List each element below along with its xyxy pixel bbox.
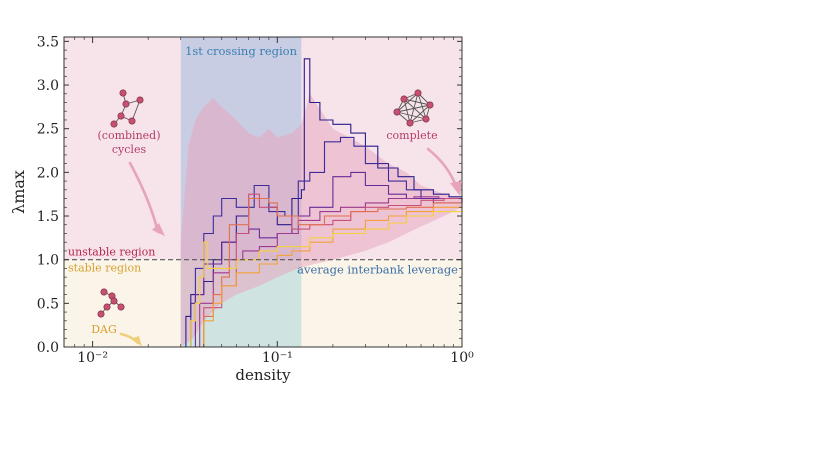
y-tick-label: 2.0 (37, 165, 59, 181)
graph-edge (403, 98, 431, 106)
graph-node (110, 120, 118, 128)
cycles-graph-icon (110, 89, 144, 128)
cycles-arrow-head (152, 223, 165, 236)
x-axis-label: density (235, 366, 291, 384)
series-line-1 (183, 58, 463, 348)
complete-graph-icon (393, 89, 434, 127)
graph-node (122, 100, 130, 108)
plot-frame (63, 36, 463, 348)
graph-node (119, 89, 127, 97)
dag-arrow (119, 332, 140, 345)
graph-node (100, 288, 108, 296)
series-lines (183, 58, 463, 348)
cycles-annotation-line1: (combined) (98, 129, 161, 142)
spread-band-area (180, 93, 462, 347)
annotation-arrows (119, 147, 462, 347)
x-tick-label: 10⁰ (450, 350, 474, 366)
graph-node (422, 115, 430, 123)
graph-node (426, 101, 434, 109)
spread-band (180, 93, 462, 347)
graph-edge (396, 111, 427, 120)
y-tick-label: 1.5 (37, 209, 59, 225)
dag-annotation: DAG (91, 323, 117, 336)
graph-edge (396, 104, 431, 113)
graph-edge (417, 92, 427, 120)
threshold-label: average interbank leverage (297, 263, 458, 277)
dag-arrow-head (133, 336, 142, 347)
series-line-7 (197, 202, 463, 348)
axis-ticks: 0.0 0.5 1.0 1.5 2.0 2.5 3.0 3.5 10⁻² 10⁻¹ 10⁰ (37, 34, 474, 366)
stable-region-label: stable region (68, 262, 141, 275)
complete-arrow-head (450, 181, 462, 196)
graph-node (393, 108, 401, 116)
y-tick-label: 2.5 (37, 122, 59, 138)
y-axis-label: λmax (9, 170, 28, 214)
crossing-region-label: 1st crossing region (185, 44, 298, 58)
graph-edge (409, 104, 431, 124)
plot-border (63, 36, 463, 348)
x-tick-label: 10⁻² (77, 350, 108, 366)
graph-node (103, 303, 111, 311)
graph-node (117, 303, 125, 311)
y-tick-label: 1.0 (37, 253, 59, 269)
graph-node (136, 96, 144, 104)
unstable-region-label: unstable region (68, 246, 155, 259)
graph-edge (396, 92, 419, 113)
series-line-2 (185, 136, 463, 348)
graph-node (400, 95, 408, 103)
y-tick-label: 0.5 (37, 296, 59, 312)
graph-edge (131, 99, 141, 122)
graph-node (128, 117, 136, 125)
graph-edge (403, 98, 411, 124)
series-line-6 (195, 197, 462, 348)
graph-node (110, 297, 118, 305)
x-tick-label: 10⁻¹ (262, 350, 293, 366)
dag-graph-icon (97, 288, 125, 318)
complete-annotation: complete (386, 129, 437, 142)
y-tick-label: 0.0 (37, 340, 59, 356)
cycles-annotation-line2: cycles (112, 143, 147, 156)
y-tick-label: 3.5 (37, 34, 59, 50)
series-line-8 (185, 205, 463, 348)
graph-node (97, 310, 105, 318)
graph-node (406, 119, 414, 127)
graph-node (414, 89, 422, 97)
graph-node (117, 112, 125, 120)
y-tick-label: 3.0 (37, 78, 59, 94)
